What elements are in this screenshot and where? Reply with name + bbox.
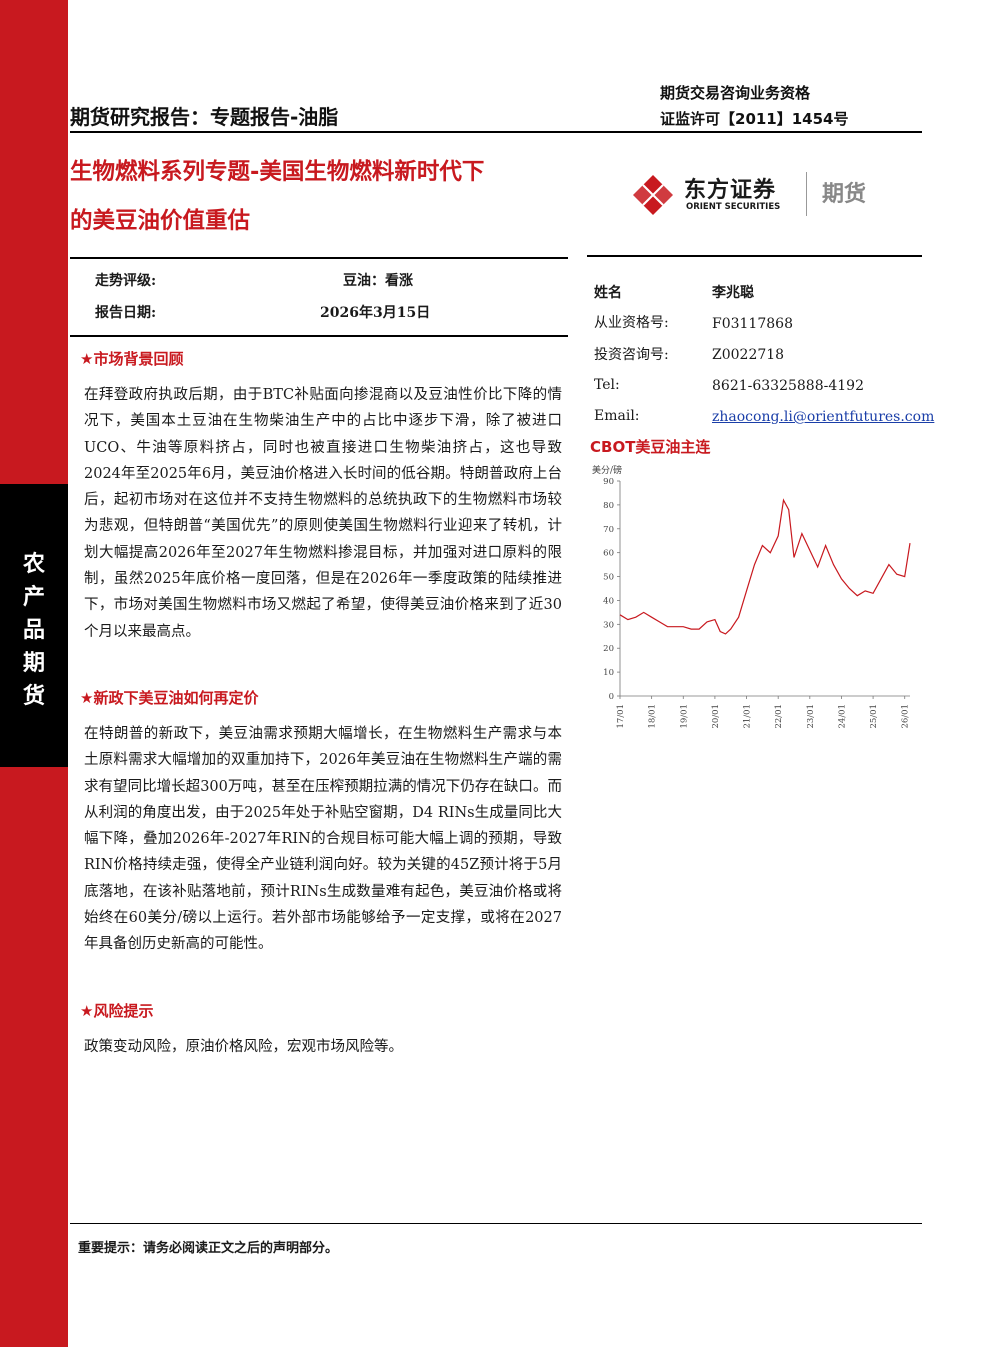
date-value: 2026年3月15日 xyxy=(320,305,431,321)
tel-value: 8621-63325888-4192 xyxy=(712,378,864,394)
section-heading-background: ★市场背景回顾 xyxy=(80,350,184,368)
company-logo: 东方证券 ORIENT SECURITIES 期货 xyxy=(632,170,892,218)
chart-y-tick-label: 50 xyxy=(603,573,614,583)
chart-x-tick-label: 18/01 xyxy=(648,704,658,729)
chart-x-tick-label: 20/01 xyxy=(711,704,721,729)
logo-mark-icon xyxy=(633,175,673,215)
footer-rule xyxy=(70,1223,922,1224)
section-body-background: 在拜登政府执政后期，由于BTC补贴面向掺混商以及豆油性价比下降的情况下，美国本土… xyxy=(84,387,562,640)
report-title: 生物燃料系列专题-美国生物燃料新时代下 的美豆油价值重估 xyxy=(70,148,600,246)
footer-note: 重要提示：请务必阅读正文之后的声明部分。 xyxy=(78,1241,339,1256)
tel-label: Tel: xyxy=(594,377,620,393)
soybean-oil-chart: 美分/磅 0 10 20 30 40 50 60 70 80 90 17/01 18/01 19/01… xyxy=(592,464,911,729)
chart-y-tick-label: 80 xyxy=(603,501,614,511)
chart-x-tick-label: 25/01 xyxy=(869,704,879,729)
chart-y-tick-label: 10 xyxy=(603,668,614,678)
cert-value: F03117868 xyxy=(712,316,793,332)
section-heading-repricing: ★新政下美豆油如何再定价 xyxy=(80,689,259,707)
side-category-block xyxy=(0,484,68,767)
chart-axes xyxy=(619,481,910,697)
email-label: Email: xyxy=(594,408,640,424)
side-char: 产 xyxy=(22,585,45,610)
analyst-rule xyxy=(587,255,922,257)
date-label: 报告日期: xyxy=(95,305,157,321)
analyst-name: 李兆聪 xyxy=(712,285,754,301)
logo-name-cn: 东方证券 xyxy=(684,178,777,203)
logo-name-en: ORIENT SECURITIES xyxy=(686,202,781,212)
side-char: 货 xyxy=(22,684,45,709)
chart-x-tick-label: 26/01 xyxy=(901,704,911,729)
email-link[interactable]: zhaocong.li@orientfutures.com xyxy=(712,409,935,425)
header-rule xyxy=(70,131,922,133)
advisory-label: 投资咨询号: xyxy=(594,347,669,363)
chart-series-line xyxy=(619,498,911,635)
title-line: 的美豆油价值重估 xyxy=(70,208,251,234)
side-char: 期 xyxy=(22,651,45,676)
chart-y-ticks: 0 10 20 30 40 50 60 70 80 90 xyxy=(603,477,620,702)
analyst-name-label: 姓名 xyxy=(594,285,622,301)
chart-y-tick-label: 40 xyxy=(603,596,614,606)
advisory-value: Z0022718 xyxy=(712,347,785,363)
chart-y-tick-label: 70 xyxy=(603,525,614,535)
section-heading-risk: ★风险提示 xyxy=(80,1002,154,1020)
chart-ylabel: 美分/磅 xyxy=(592,464,622,476)
side-category-label: 农 产 品 期 货 xyxy=(0,548,68,713)
cert-label: 从业资格号: xyxy=(594,315,669,331)
chart-x-tick-label: 23/01 xyxy=(806,704,816,729)
trend-value: 豆油：看涨 xyxy=(343,273,413,289)
logo-division: 期货 xyxy=(822,182,867,207)
chart-x-tick-label: 17/01 xyxy=(616,704,626,729)
chart-x-tick-label: 19/01 xyxy=(679,704,689,729)
qualification-line: 期货交易咨询业务资格 xyxy=(660,84,811,102)
chart-x-tick-label: 21/01 xyxy=(743,704,753,729)
chart-y-tick-label: 60 xyxy=(603,549,614,559)
chart-x-tick-label: 22/01 xyxy=(774,704,784,729)
report-type: 期货研究报告：专题报告-油脂 xyxy=(70,105,339,129)
chart-title: CBOT美豆油主连 xyxy=(590,438,711,456)
rating-rule-bottom xyxy=(70,335,568,337)
trend-label: 走势评级: xyxy=(95,273,157,289)
section-body-repricing: 在特朗普的新政下，美豆油需求预期大幅增长，在生物燃料生产需求与本土原料需求大幅增… xyxy=(84,726,562,953)
qualification: 期货交易咨询业务资格 证监许可【2011】1454号 xyxy=(660,80,849,132)
chart-x-tick-label: 24/01 xyxy=(837,704,847,729)
side-char: 品 xyxy=(22,618,45,643)
section-body-risk: 政策变动风险，原油价格风险，宏观市场风险等。 xyxy=(84,1039,403,1055)
chart-y-tick-label: 30 xyxy=(603,620,614,630)
logo-divider xyxy=(806,172,807,216)
chart-y-tick-label: 20 xyxy=(603,644,614,654)
side-char: 农 xyxy=(22,552,45,577)
license-line: 证监许可【2011】1454号 xyxy=(660,110,849,128)
chart-y-tick-label: 0 xyxy=(609,692,614,702)
chart-y-tick-label: 90 xyxy=(603,477,614,487)
title-line: 生物燃料系列专题-美国生物燃料新时代下 xyxy=(70,159,485,185)
rating-rule-top xyxy=(70,257,568,259)
chart-x-ticks: 17/01 18/01 19/01 20/01 21/01 22/01 23/01 24/01… xyxy=(616,696,911,729)
